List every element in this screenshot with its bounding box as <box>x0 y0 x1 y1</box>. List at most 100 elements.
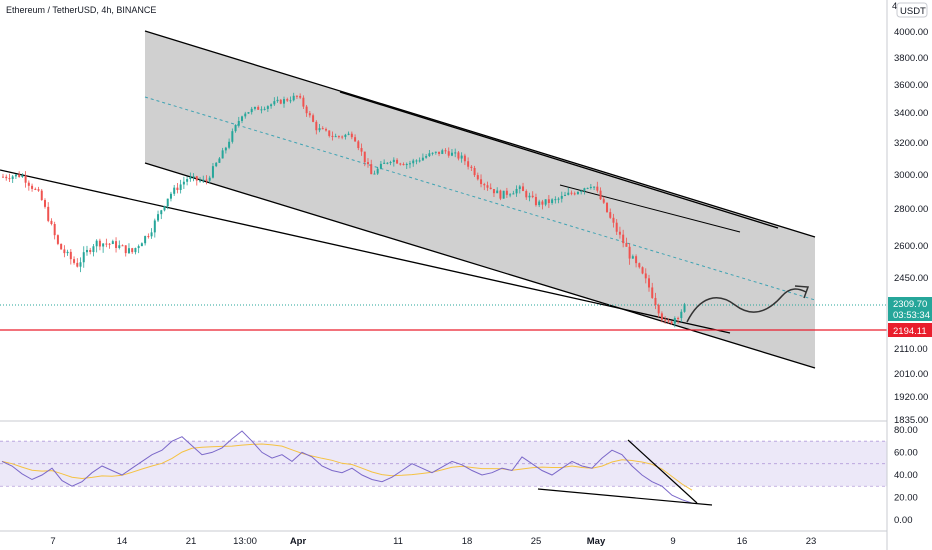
candle-body <box>302 97 305 107</box>
candle-body <box>124 245 127 254</box>
candle-body <box>480 179 483 185</box>
price-tick-label: 3800.00 <box>894 53 928 64</box>
candle-body <box>593 186 596 188</box>
candle-body <box>202 179 205 181</box>
candle-body <box>189 177 192 180</box>
rsi-axis[interactable]: 80.00 60.00 40.00 20.00 0.00 <box>894 425 918 526</box>
candle-body <box>163 206 166 211</box>
rsi-down-trendline <box>627 439 698 504</box>
time-axis[interactable]: 7 14 21 13:00 Apr 11 18 25 May 9 16 23 <box>0 530 887 547</box>
candle-body <box>341 136 344 138</box>
candle-body <box>66 251 69 254</box>
candle-body <box>292 95 295 101</box>
candle-body <box>263 108 266 110</box>
currency-badge <box>896 2 928 18</box>
candle-body <box>489 187 492 190</box>
price-tick-label: 3600.00 <box>894 80 928 91</box>
candle-body <box>654 297 657 305</box>
candle-body <box>241 116 244 121</box>
candle-body <box>463 155 466 162</box>
price-axis[interactable]: 4000.00 3800.00 3600.00 3400.00 3200.00 3000.… <box>886 0 932 550</box>
price-tick-label: 2110.00 <box>894 344 928 355</box>
candle-body <box>179 184 182 191</box>
candle-body <box>354 137 357 142</box>
candle-body <box>379 163 382 169</box>
time-tick-label: Apr <box>290 536 307 547</box>
candle-body <box>221 150 224 159</box>
candle-body <box>544 199 547 205</box>
candle-body <box>492 189 495 194</box>
time-tick-label: 9 <box>670 536 675 547</box>
candle-body <box>127 248 130 254</box>
candle-body <box>73 259 76 263</box>
candle-body <box>157 214 160 221</box>
candle-body <box>396 159 399 164</box>
candle-body <box>153 220 156 233</box>
candle-body <box>441 150 444 154</box>
price-tick-label: 3400.00 <box>894 108 928 119</box>
candle-body <box>250 108 253 113</box>
candle-body <box>69 251 72 260</box>
candle-body <box>150 232 153 237</box>
candle-body <box>331 135 334 137</box>
candle-body <box>518 186 521 189</box>
candle-body <box>60 243 63 250</box>
rsi-support-trendline <box>537 488 713 506</box>
candle-body <box>470 166 473 168</box>
rsi-tick-label: 80.00 <box>894 425 918 436</box>
candle-body <box>538 201 541 206</box>
time-tick-label: 7 <box>50 536 55 547</box>
candle-body <box>347 133 350 135</box>
candle-body <box>328 130 331 136</box>
candle-body <box>502 190 505 199</box>
time-tick-label: 13:00 <box>233 536 257 547</box>
candle-body <box>56 235 59 244</box>
projection-wave <box>686 288 807 323</box>
candle-body <box>660 313 663 320</box>
candle-body <box>389 162 392 164</box>
candle-body <box>318 128 321 131</box>
candle-body <box>308 113 311 116</box>
candle-body <box>5 176 8 179</box>
candle-body <box>370 164 373 175</box>
candle-body <box>673 318 676 324</box>
candle-body <box>276 99 279 102</box>
candle-body <box>169 193 172 199</box>
candle-body <box>383 162 386 164</box>
candle-body <box>438 151 441 154</box>
candle-body <box>609 212 612 218</box>
candle-body <box>402 164 405 166</box>
candle-body <box>557 198 560 200</box>
candle-body <box>228 141 231 148</box>
candle-body <box>85 249 88 253</box>
candle-body <box>321 128 324 130</box>
resistance-trendline <box>339 91 779 229</box>
candle-body <box>118 245 121 248</box>
candle-body <box>680 311 683 319</box>
candle-body <box>176 187 179 191</box>
candle-body <box>305 106 308 114</box>
channel-fill <box>145 31 815 368</box>
candle-body <box>173 187 176 194</box>
candle-body <box>399 163 402 165</box>
candle-body <box>21 175 24 178</box>
candle-body <box>182 181 185 185</box>
candle-body <box>192 176 195 178</box>
candle-body <box>166 198 169 207</box>
candle-body <box>208 177 211 181</box>
price-tick-label: 2800.00 <box>894 204 928 215</box>
candle-body <box>505 190 508 195</box>
candle-body <box>218 158 221 163</box>
time-tick-label: 11 <box>393 536 403 547</box>
candle-body <box>386 162 389 164</box>
candle-body <box>408 163 411 165</box>
candle-body <box>195 176 198 181</box>
candle-body <box>476 175 479 180</box>
candle-body <box>299 95 302 98</box>
candle-body <box>641 267 644 274</box>
candle-body <box>63 249 66 254</box>
candle-body <box>615 222 618 232</box>
candle-body <box>215 162 218 167</box>
candle-body <box>95 240 98 247</box>
